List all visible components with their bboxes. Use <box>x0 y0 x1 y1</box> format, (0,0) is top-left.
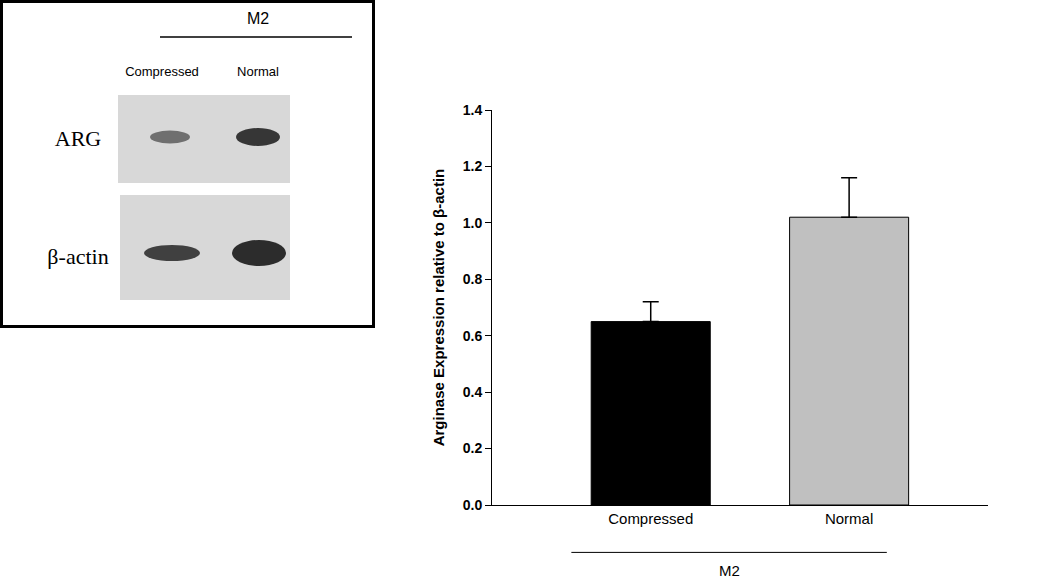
svg-text:1.0: 1.0 <box>463 215 483 231</box>
svg-text:M2: M2 <box>247 10 269 27</box>
svg-text:0.2: 0.2 <box>463 440 483 456</box>
svg-text:0.0: 0.0 <box>463 497 483 513</box>
svg-text:β-actin: β-actin <box>47 244 108 269</box>
svg-text:Normal: Normal <box>237 64 279 79</box>
svg-text:0.6: 0.6 <box>463 328 483 344</box>
svg-text:M2: M2 <box>719 562 740 579</box>
svg-text:1.4: 1.4 <box>463 102 483 118</box>
svg-text:0.4: 0.4 <box>463 384 483 400</box>
svg-text:0.8: 0.8 <box>463 271 483 287</box>
svg-text:1.2: 1.2 <box>463 158 483 174</box>
svg-text:ARG: ARG <box>55 126 102 151</box>
svg-text:Arginase Expression relative t: Arginase Expression relative to β-actin <box>430 169 447 447</box>
svg-text:Normal: Normal <box>825 510 873 527</box>
svg-text:Compressed: Compressed <box>125 64 199 79</box>
svg-text:Compressed: Compressed <box>608 510 693 527</box>
